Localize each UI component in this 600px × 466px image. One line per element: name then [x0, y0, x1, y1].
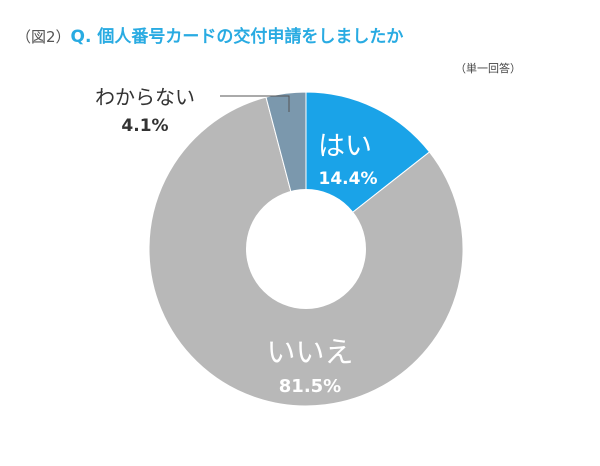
- slice-label-unknown: わからない: [95, 85, 195, 109]
- slice-value-no: 81.5%: [279, 376, 341, 397]
- slice-label-yes: はい: [318, 131, 372, 162]
- question-text: Q. 個人番号カードの交付申請をしましたか: [70, 27, 404, 47]
- leader-line: [220, 95, 290, 112]
- slice-value-unknown: 4.1%: [121, 116, 168, 136]
- answer-type-note: （単一回答）: [455, 62, 521, 75]
- figure-number: （図2）: [16, 28, 71, 46]
- chart-title: （図2）Q. 個人番号カードの交付申請をしましたか: [16, 22, 403, 47]
- slice-label-no: いいえ: [266, 335, 353, 369]
- donut-hole: [246, 189, 366, 309]
- slice-value-yes: 14.4%: [319, 169, 378, 189]
